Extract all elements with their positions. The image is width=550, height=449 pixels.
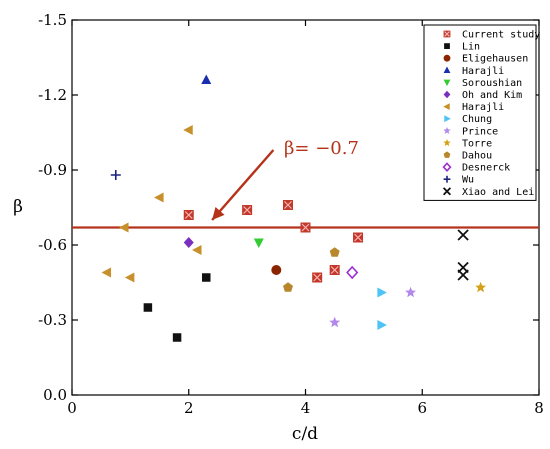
data-point-0-1 [242,205,253,215]
legend-label-7: Chung [462,114,492,125]
data-point-7-0 [377,287,387,298]
data-point-6-0 [101,267,112,278]
y-tick-label: -1.2 [38,86,67,104]
legend-marker-9 [443,139,451,147]
data-point-6-3 [154,192,164,203]
legend: Current studyLinEligehausenHarajliSorous… [423,24,540,201]
data-point-0-4 [312,272,323,283]
data-point-6-4 [183,125,193,135]
data-point-0-3 [300,222,311,233]
legend-label-4: Soroushian [462,78,522,89]
data-point-0-6 [353,232,364,243]
annotation-arrow-head [212,207,225,220]
data-point-10-1 [329,247,340,257]
y-tick-label: -0.6 [38,236,67,254]
data-point-10-0 [283,282,293,292]
y-tick-label: 0.0 [43,386,67,404]
legend-marker-0 [443,30,451,38]
legend-marker-11 [442,162,452,173]
legend-label-5: Oh and Kim [462,90,522,101]
legend-label-13: Xiao and Lei [462,187,534,198]
data-point-6-5 [192,245,202,255]
data-point-1-0 [143,303,153,312]
legend-label-6: Harajli [462,102,504,113]
data-point-11-0 [346,265,359,280]
data-point-8-0 [329,316,341,328]
legend-label-8: Prince [462,126,498,137]
legend-box [423,24,537,201]
legend-label-2: Eligehausen [462,54,528,65]
data-point-5-0 [183,237,194,248]
legend-marker-6 [443,103,450,110]
data-point-9-0 [475,281,487,293]
data-point-1-2 [202,273,211,282]
annotation-label: β= −0.7 [284,138,359,159]
legend-label-3: Harajli [462,66,504,77]
data-marks-layer [101,74,487,342]
x-tick-label: 0 [67,399,77,417]
data-point-13-2 [457,269,469,281]
legend-marker-2 [443,54,451,62]
legend-marker-7 [444,115,451,123]
legend-label-12: Wu [462,175,474,186]
legend-label-0: Current study [462,30,540,41]
data-point-12-0 [110,170,121,180]
axis-ticks-layer: 0 2 4 6 8 0.0 -0.3 -0.6 -0.9 -1.2 -1.5 [38,11,544,417]
x-tick-label: 4 [301,399,311,417]
legend-marker-12 [443,175,451,183]
legend-label-10: Dahou [462,151,492,162]
data-point-0-5 [329,265,340,275]
x-axis-label: c/d [292,424,318,444]
legend-label-9: Torre [462,138,492,149]
y-tick-label: -0.9 [38,161,67,179]
legend-marker-4 [443,79,451,87]
y-axis-label: β [13,197,23,217]
data-point-3-0 [201,74,212,84]
y-tick-label: -1.5 [38,11,67,29]
legend-marker-3 [443,66,451,74]
data-point-6-2 [124,272,135,283]
data-point-0-2 [282,200,293,210]
data-point-2-0 [271,265,282,275]
y-tick-label: -0.3 [38,311,67,329]
data-point-13-0 [457,229,469,241]
x-tick-label: 8 [534,399,544,417]
annotation-arrow [211,149,275,221]
legend-marker-10 [443,151,451,158]
data-point-8-1 [405,286,416,298]
x-tick-label: 2 [184,399,194,417]
x-tick-label: 6 [417,399,427,417]
legend-marker-1 [444,43,450,49]
data-point-6-1 [119,222,129,233]
legend-marker-5 [443,90,451,99]
legend-label-11: Desnerck [462,163,510,174]
legend-marker-8 [443,126,451,134]
data-point-7-1 [377,320,387,330]
legend-label-1: Lin [462,42,480,53]
legend-marker-13 [442,187,452,196]
annotation-layer: β= −0.7 [211,138,359,221]
data-point-0-0 [183,210,194,220]
data-point-1-1 [172,333,182,342]
data-point-4-0 [253,238,264,248]
